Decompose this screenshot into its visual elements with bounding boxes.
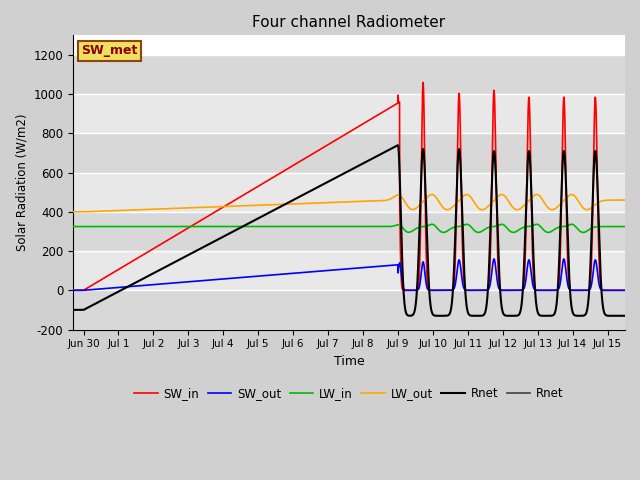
LW_in: [545, 229, 552, 235]
SW_in: [305, 153, 312, 159]
Bar: [73, 55, 625, 94]
LW_in: [621, 224, 629, 229]
LW_in: [281, 224, 289, 229]
Line: Rnet: Rnet: [73, 145, 625, 316]
SW_out: [165, 280, 173, 286]
LW_in: [69, 224, 77, 229]
LW_in: [305, 224, 312, 229]
Y-axis label: Solar Radiation (W/m2): Solar Radiation (W/m2): [15, 114, 28, 251]
LW_in: [568, 221, 575, 227]
SW_in: [165, 237, 173, 242]
SW_out: [611, 288, 618, 293]
LW_out: [568, 192, 575, 197]
SW_out: [305, 269, 312, 275]
Bar: [73, 173, 625, 212]
Rnet: [394, 142, 402, 148]
LW_in: [165, 224, 173, 229]
Line: SW_out: SW_out: [73, 259, 625, 290]
Rnet: [132, 279, 140, 285]
X-axis label: Time: Time: [333, 355, 364, 368]
SW_in: [419, 80, 427, 85]
SW_in: [611, 288, 618, 293]
SW_out: [281, 271, 289, 277]
LW_out: [281, 202, 289, 207]
Line: LW_out: LW_out: [73, 194, 625, 212]
Rnet: [551, 310, 559, 316]
Bar: [73, 94, 625, 133]
SW_in: [132, 256, 140, 262]
LW_in: [611, 224, 618, 229]
SW_in: [551, 288, 559, 293]
SW_out: [551, 288, 559, 293]
SW_out: [69, 288, 77, 293]
Rnet: [281, 202, 289, 207]
LW_in: [132, 224, 140, 229]
Title: Four channel Radiometer: Four channel Radiometer: [252, 15, 445, 30]
Bar: [73, 133, 625, 173]
LW_out: [621, 197, 629, 203]
LW_out: [132, 207, 140, 213]
LW_out: [165, 206, 173, 212]
Text: SW_met: SW_met: [81, 45, 138, 58]
LW_out: [551, 206, 559, 212]
Rnet: [620, 313, 627, 319]
SW_in: [69, 288, 77, 293]
SW_in: [281, 168, 289, 173]
Legend: SW_in, SW_out, LW_in, LW_out, Rnet, Rnet: SW_in, SW_out, LW_in, LW_out, Rnet, Rnet: [129, 383, 568, 405]
SW_out: [621, 288, 629, 293]
Bar: [73, 212, 625, 251]
LW_out: [69, 209, 77, 215]
Rnet: [69, 307, 77, 313]
Rnet: [165, 263, 173, 268]
SW_out: [132, 283, 140, 289]
Bar: [73, 251, 625, 290]
Line: SW_in: SW_in: [73, 83, 625, 290]
Rnet: [621, 313, 629, 319]
LW_in: [551, 226, 559, 232]
Rnet: [611, 313, 618, 319]
LW_out: [611, 197, 618, 203]
SW_out: [560, 256, 568, 262]
LW_out: [305, 201, 312, 206]
Rnet: [305, 189, 312, 195]
Line: LW_in: LW_in: [73, 224, 625, 232]
SW_in: [621, 288, 629, 293]
Bar: [73, 290, 625, 329]
